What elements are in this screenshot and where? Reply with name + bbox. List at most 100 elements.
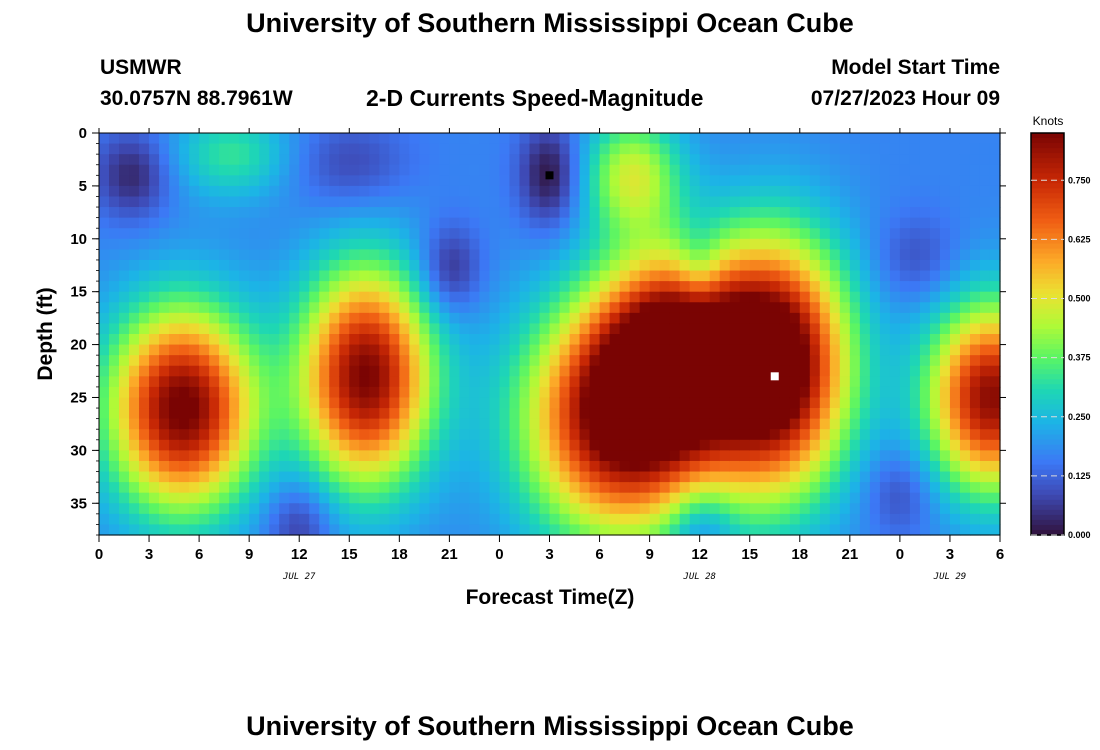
heatmap-cell: [939, 450, 951, 462]
heatmap-cell: [499, 154, 511, 166]
heatmap-cell: [899, 164, 911, 176]
heatmap-cell: [149, 249, 160, 261]
heatmap-cell: [449, 238, 460, 250]
heatmap-cell: [889, 312, 901, 325]
heatmap-cell: [99, 228, 110, 240]
heatmap-cell: [389, 259, 400, 272]
heatmap-cell: [839, 513, 851, 526]
heatmap-cell: [519, 471, 531, 483]
heatmap-cell: [319, 460, 330, 473]
heatmap-cell: [939, 355, 951, 367]
heatmap-cell: [919, 133, 931, 145]
heatmap-cell: [359, 513, 370, 526]
heatmap-cell: [959, 365, 971, 377]
heatmap-cell: [549, 238, 561, 250]
heatmap-cell: [419, 408, 430, 420]
heatmap-cell: [419, 133, 430, 145]
heatmap-cell: [119, 418, 130, 430]
heatmap-cell: [549, 281, 561, 293]
heatmap-cell: [349, 513, 360, 526]
heatmap-cell: [289, 228, 300, 240]
y-tick-label: 0: [79, 125, 87, 142]
heatmap-cell: [819, 513, 831, 526]
heatmap-cell: [489, 143, 501, 155]
heatmap-cell: [859, 513, 871, 526]
heatmap-cell: [569, 207, 581, 219]
heatmap-cell: [109, 217, 120, 229]
date-label: JUL 28: [682, 572, 716, 582]
heatmap-cell: [719, 429, 731, 441]
heatmap-cell: [149, 238, 160, 250]
heatmap-cell: [889, 154, 901, 166]
heatmap-cell: [389, 471, 400, 483]
heatmap-cell: [729, 154, 741, 166]
heatmap-cell: [279, 524, 290, 536]
colorbar-cell: [1031, 424, 1064, 431]
colorbar-cell: [1031, 364, 1064, 370]
colorbar-cell: [1031, 384, 1064, 390]
heatmap-cell: [349, 503, 360, 515]
heatmap-cell: [509, 228, 521, 240]
heatmap-cell: [169, 154, 180, 166]
heatmap-cell: [149, 302, 160, 314]
heatmap-cell: [169, 471, 180, 483]
heatmap-cell: [359, 460, 370, 473]
heatmap-cell: [909, 143, 921, 155]
heatmap-cell: [299, 492, 310, 504]
heatmap-cell: [639, 524, 651, 536]
heatmap-cell: [119, 281, 130, 293]
heatmap-cell: [359, 418, 370, 430]
heatmap-cell: [479, 376, 491, 388]
heatmap-cell: [509, 355, 521, 367]
heatmap-cell: [989, 185, 1001, 198]
heatmap-cell: [859, 460, 871, 473]
heatmap-cell: [159, 471, 170, 483]
heatmap-cell: [189, 429, 200, 441]
heatmap-cell: [159, 355, 170, 367]
heatmap-cell: [459, 355, 471, 367]
heatmap-cell: [679, 281, 691, 293]
heatmap-cell: [179, 344, 190, 356]
heatmap-cell: [979, 429, 991, 441]
heatmap-cell: [399, 302, 410, 314]
heatmap-cell: [459, 270, 471, 282]
heatmap-cell: [669, 281, 681, 293]
heatmap-cell: [349, 238, 360, 250]
heatmap-cell: [919, 513, 931, 526]
heatmap-cell: [709, 471, 721, 483]
heatmap-cell: [389, 429, 400, 441]
heatmap-cell: [309, 513, 320, 526]
x-tick-label: 6: [195, 546, 203, 563]
heatmap-cell: [429, 323, 440, 335]
heatmap-cell: [979, 185, 991, 198]
heatmap-cell: [399, 154, 410, 166]
heatmap-cell: [409, 334, 420, 346]
heatmap-cell: [759, 450, 771, 462]
heatmap-cell: [149, 439, 160, 451]
heatmap-cell: [859, 344, 871, 356]
heatmap-cell: [129, 291, 140, 303]
heatmap-cell: [269, 492, 280, 504]
heatmap-cell: [659, 408, 671, 420]
heatmap-cell: [899, 259, 911, 272]
heatmap-cell: [229, 334, 240, 346]
heatmap-cell: [949, 217, 961, 229]
heatmap-cell: [139, 492, 150, 504]
heatmap-cell: [409, 439, 420, 451]
heatmap-cell: [819, 207, 831, 219]
heatmap-cell: [919, 397, 931, 409]
heatmap-cell: [549, 133, 561, 145]
heatmap-cell: [729, 460, 741, 473]
heatmap-cell: [519, 133, 531, 145]
heatmap-cell: [919, 482, 931, 494]
heatmap-cell: [459, 228, 471, 240]
heatmap-cell: [709, 291, 721, 303]
heatmap-cell: [279, 397, 290, 409]
heatmap-cell: [439, 439, 450, 451]
heatmap-cell: [809, 238, 821, 250]
heatmap-cell: [979, 503, 991, 515]
heatmap-cell: [509, 397, 521, 409]
heatmap-cell: [629, 418, 641, 430]
heatmap-cell: [249, 450, 260, 462]
heatmap-cell: [559, 344, 571, 356]
